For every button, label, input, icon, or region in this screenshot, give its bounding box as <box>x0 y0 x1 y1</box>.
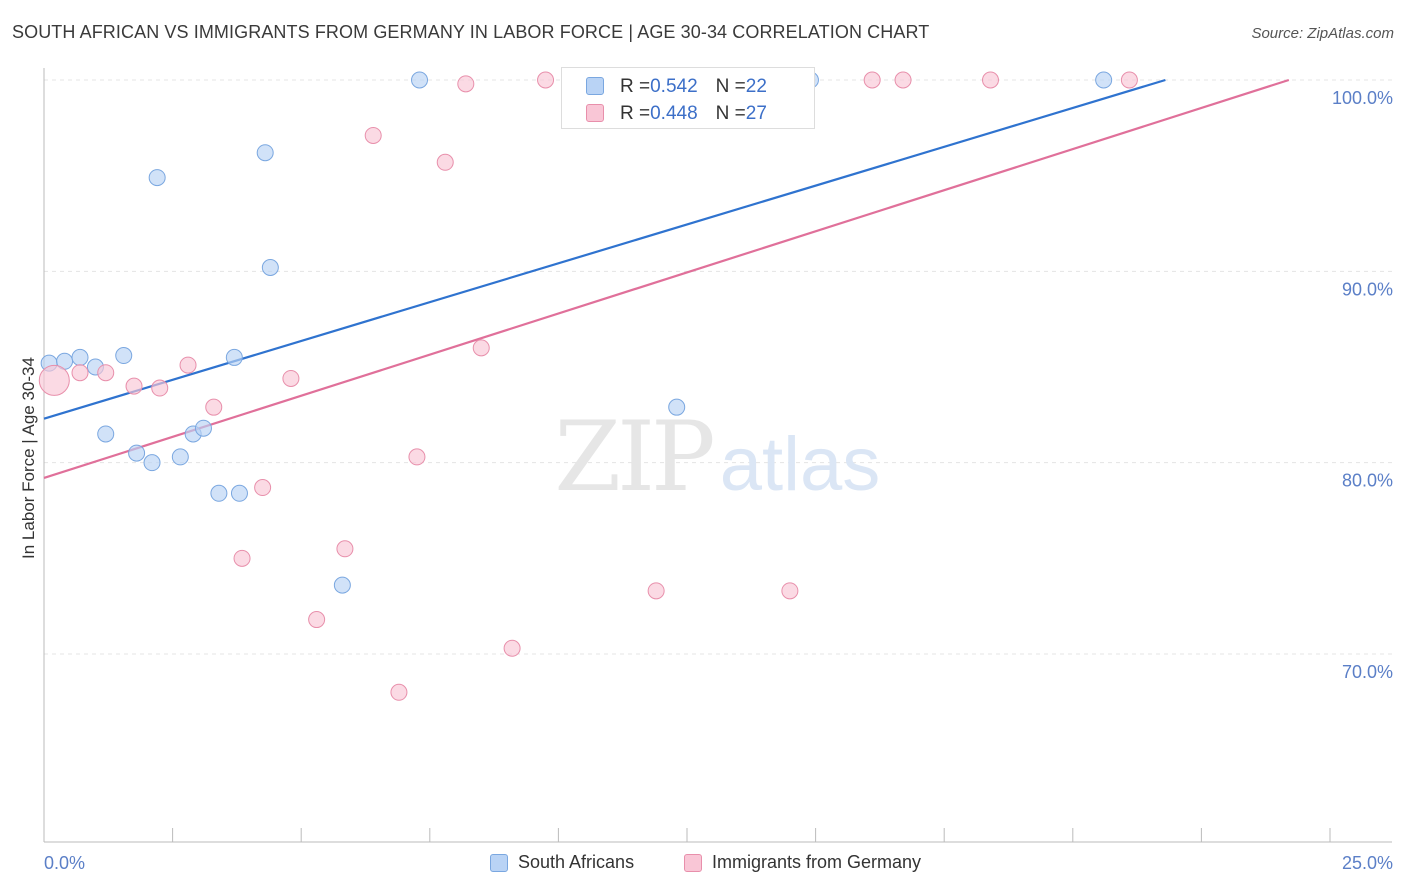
point-south-africans <box>225 348 243 366</box>
y-tick-labels: 70.0% 80.0% 90.0% 100.0% <box>1332 88 1393 682</box>
point-germany <box>781 582 799 600</box>
point-south-africans <box>668 398 686 416</box>
point-germany <box>282 369 300 387</box>
stats-row-germany: R = 0.448 N = 27 <box>586 103 767 125</box>
point-germany <box>308 611 326 629</box>
axes <box>43 68 1392 843</box>
point-germany <box>1120 71 1138 89</box>
stats-n-label: N = <box>715 103 746 124</box>
legend-item-germany[interactable]: Immigrants from Germany <box>684 852 921 873</box>
legend-swatch-south-africans <box>490 853 508 872</box>
stats-n-value: 22 <box>745 76 767 97</box>
x-tick-label-max: 25.0% <box>1342 853 1393 873</box>
stats-legend: R = 0.542 N = 22 R = 0.448 N = 27 <box>561 67 815 129</box>
point-germany <box>179 356 197 374</box>
point-south-africans <box>97 425 115 443</box>
point-germany <box>472 339 490 357</box>
point-south-africans <box>1095 71 1113 89</box>
point-germany <box>254 479 272 497</box>
point-south-africans <box>71 348 89 366</box>
watermark: ZIP atlas <box>554 401 880 513</box>
point-germany <box>233 549 251 567</box>
legend-label-south-africans: South Africans <box>518 852 635 872</box>
point-germany <box>408 448 426 466</box>
source-credit: Source: ZipAtlas.com <box>1251 25 1394 42</box>
stats-r-label: R = <box>620 103 651 124</box>
trend-line-south-africans <box>43 78 1166 420</box>
point-germany <box>390 683 408 701</box>
y-tick-label: 90.0% <box>1342 279 1393 299</box>
stats-r-label: R = <box>620 76 651 97</box>
point-south-africans <box>230 484 248 502</box>
watermark-atlas: atlas <box>720 422 881 507</box>
chart-title: SOUTH AFRICAN VS IMMIGRANTS FROM GERMANY… <box>12 22 930 42</box>
point-germany <box>336 540 354 558</box>
point-germany <box>38 364 70 396</box>
point-south-africans <box>128 444 146 462</box>
point-south-africans <box>194 419 212 437</box>
point-germany <box>863 71 881 89</box>
point-south-africans <box>115 347 133 365</box>
point-south-africans <box>256 144 274 162</box>
legend-label-germany: Immigrants from Germany <box>712 852 922 872</box>
legend-item-south-africans[interactable]: South Africans <box>490 852 634 873</box>
point-germany <box>894 71 912 89</box>
point-germany <box>71 364 89 382</box>
y-axis-title: In Labor Force | Age 30-34 <box>19 357 38 559</box>
point-germany <box>981 71 999 89</box>
stats-swatch-south-africans <box>586 77 604 95</box>
stats-r-value: 0.448 <box>650 103 698 124</box>
point-south-africans <box>333 576 351 594</box>
stats-n-label: N = <box>715 76 746 97</box>
point-south-africans <box>143 454 161 472</box>
point-germany <box>503 639 521 657</box>
trend-line-germany <box>43 78 1290 480</box>
legend-swatch-germany <box>684 853 702 872</box>
watermark-zip: ZIP <box>554 401 713 513</box>
grid-lines <box>44 79 1392 655</box>
point-germany <box>457 75 475 93</box>
y-tick-label: 80.0% <box>1342 471 1393 491</box>
point-germany <box>537 71 555 89</box>
point-south-africans <box>171 448 189 466</box>
point-germany <box>205 398 223 416</box>
point-germany <box>97 364 115 382</box>
y-tick-label: 100.0% <box>1332 88 1393 108</box>
point-south-africans <box>148 169 166 187</box>
point-south-africans <box>411 71 429 89</box>
stats-row-south-africans: R = 0.542 N = 22 <box>586 76 767 98</box>
point-south-africans <box>210 484 228 502</box>
stats-swatch-germany <box>586 104 604 122</box>
series-legend: South Africans Immigrants from Germany <box>0 852 1406 878</box>
point-germany <box>364 126 382 144</box>
point-germany <box>647 582 665 600</box>
point-germany <box>151 379 169 397</box>
data-points <box>38 71 1138 701</box>
x-tick-labels: 0.0% 25.0% <box>44 853 1393 873</box>
y-tick-label: 70.0% <box>1342 662 1393 682</box>
point-south-africans <box>261 259 279 277</box>
stats-n-value: 27 <box>745 103 767 124</box>
x-tick-label-min: 0.0% <box>44 853 85 873</box>
stats-r-value: 0.542 <box>650 76 698 97</box>
point-germany <box>436 153 454 171</box>
point-germany <box>125 377 143 395</box>
